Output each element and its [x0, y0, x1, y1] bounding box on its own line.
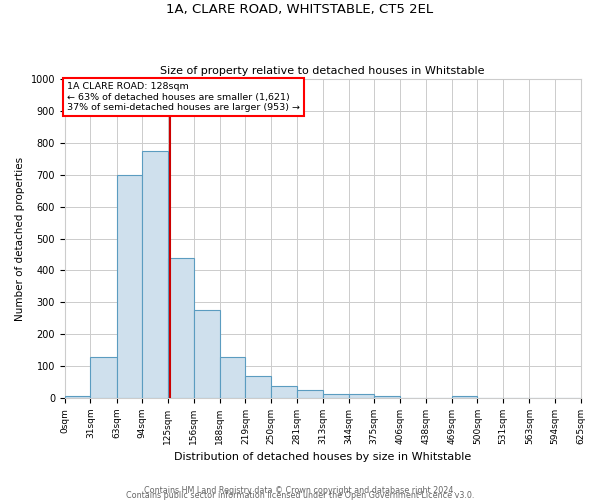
- Text: 1A, CLARE ROAD, WHITSTABLE, CT5 2EL: 1A, CLARE ROAD, WHITSTABLE, CT5 2EL: [166, 2, 434, 16]
- Bar: [271, 386, 296, 398]
- Text: Contains HM Land Registry data © Crown copyright and database right 2024.: Contains HM Land Registry data © Crown c…: [144, 486, 456, 495]
- Bar: [349, 394, 374, 398]
- Bar: [296, 390, 323, 398]
- Bar: [91, 357, 117, 398]
- Bar: [452, 396, 478, 398]
- Text: Contains public sector information licensed under the Open Government Licence v3: Contains public sector information licen…: [126, 491, 474, 500]
- Text: 1A CLARE ROAD: 128sqm
← 63% of detached houses are smaller (1,621)
37% of semi-d: 1A CLARE ROAD: 128sqm ← 63% of detached …: [67, 82, 300, 112]
- Bar: [117, 175, 142, 398]
- Bar: [194, 310, 220, 398]
- Title: Size of property relative to detached houses in Whitstable: Size of property relative to detached ho…: [160, 66, 485, 76]
- Bar: [323, 394, 349, 398]
- Bar: [245, 376, 271, 398]
- X-axis label: Distribution of detached houses by size in Whitstable: Distribution of detached houses by size …: [174, 452, 471, 462]
- Y-axis label: Number of detached properties: Number of detached properties: [15, 156, 25, 320]
- Bar: [142, 151, 168, 398]
- Bar: [65, 396, 91, 398]
- Bar: [374, 396, 400, 398]
- Bar: [168, 258, 194, 398]
- Bar: [220, 356, 245, 398]
